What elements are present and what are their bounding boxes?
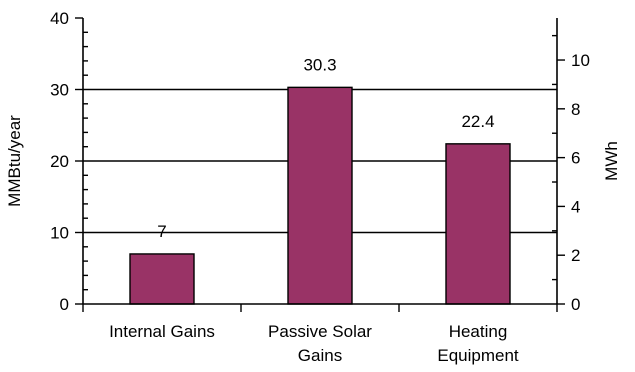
data-label: 22.4 <box>461 112 494 131</box>
bar <box>129 253 195 305</box>
data-label: 7 <box>157 222 166 241</box>
y-tick-label: 10 <box>50 224 69 243</box>
labels: MMBtu/year MWh 0 10 20 30 40 0 2 4 6 8 10 7 Internal… <box>5 9 621 365</box>
y2-tick-label: 2 <box>571 246 580 265</box>
y-tick-label: 0 <box>60 295 69 314</box>
y-axis-label: MMBtu/year <box>5 115 24 207</box>
y2-axis-label: MWh <box>602 141 621 181</box>
bar <box>445 143 511 305</box>
data-label: 30.3 <box>303 55 336 74</box>
x-tick-label: Equipment <box>437 346 519 365</box>
y-tick-label: 20 <box>50 152 69 171</box>
x-tick-label: Gains <box>298 346 342 365</box>
x-tick-label: Heating <box>449 322 508 341</box>
y2-tick-label: 10 <box>571 51 590 70</box>
x-tick-label: Internal Gains <box>109 322 215 341</box>
y2-tick-label: 8 <box>571 100 580 119</box>
bar <box>287 86 353 305</box>
y-tick-label: 40 <box>50 9 69 28</box>
bars <box>129 86 511 305</box>
y2-tick-label: 6 <box>571 149 580 168</box>
y2-tick-label: 4 <box>571 197 580 216</box>
x-tick-label: Passive Solar <box>268 322 372 341</box>
y-tick-label: 30 <box>50 81 69 100</box>
ticks <box>75 17 565 312</box>
y2-tick-label: 0 <box>571 295 580 314</box>
